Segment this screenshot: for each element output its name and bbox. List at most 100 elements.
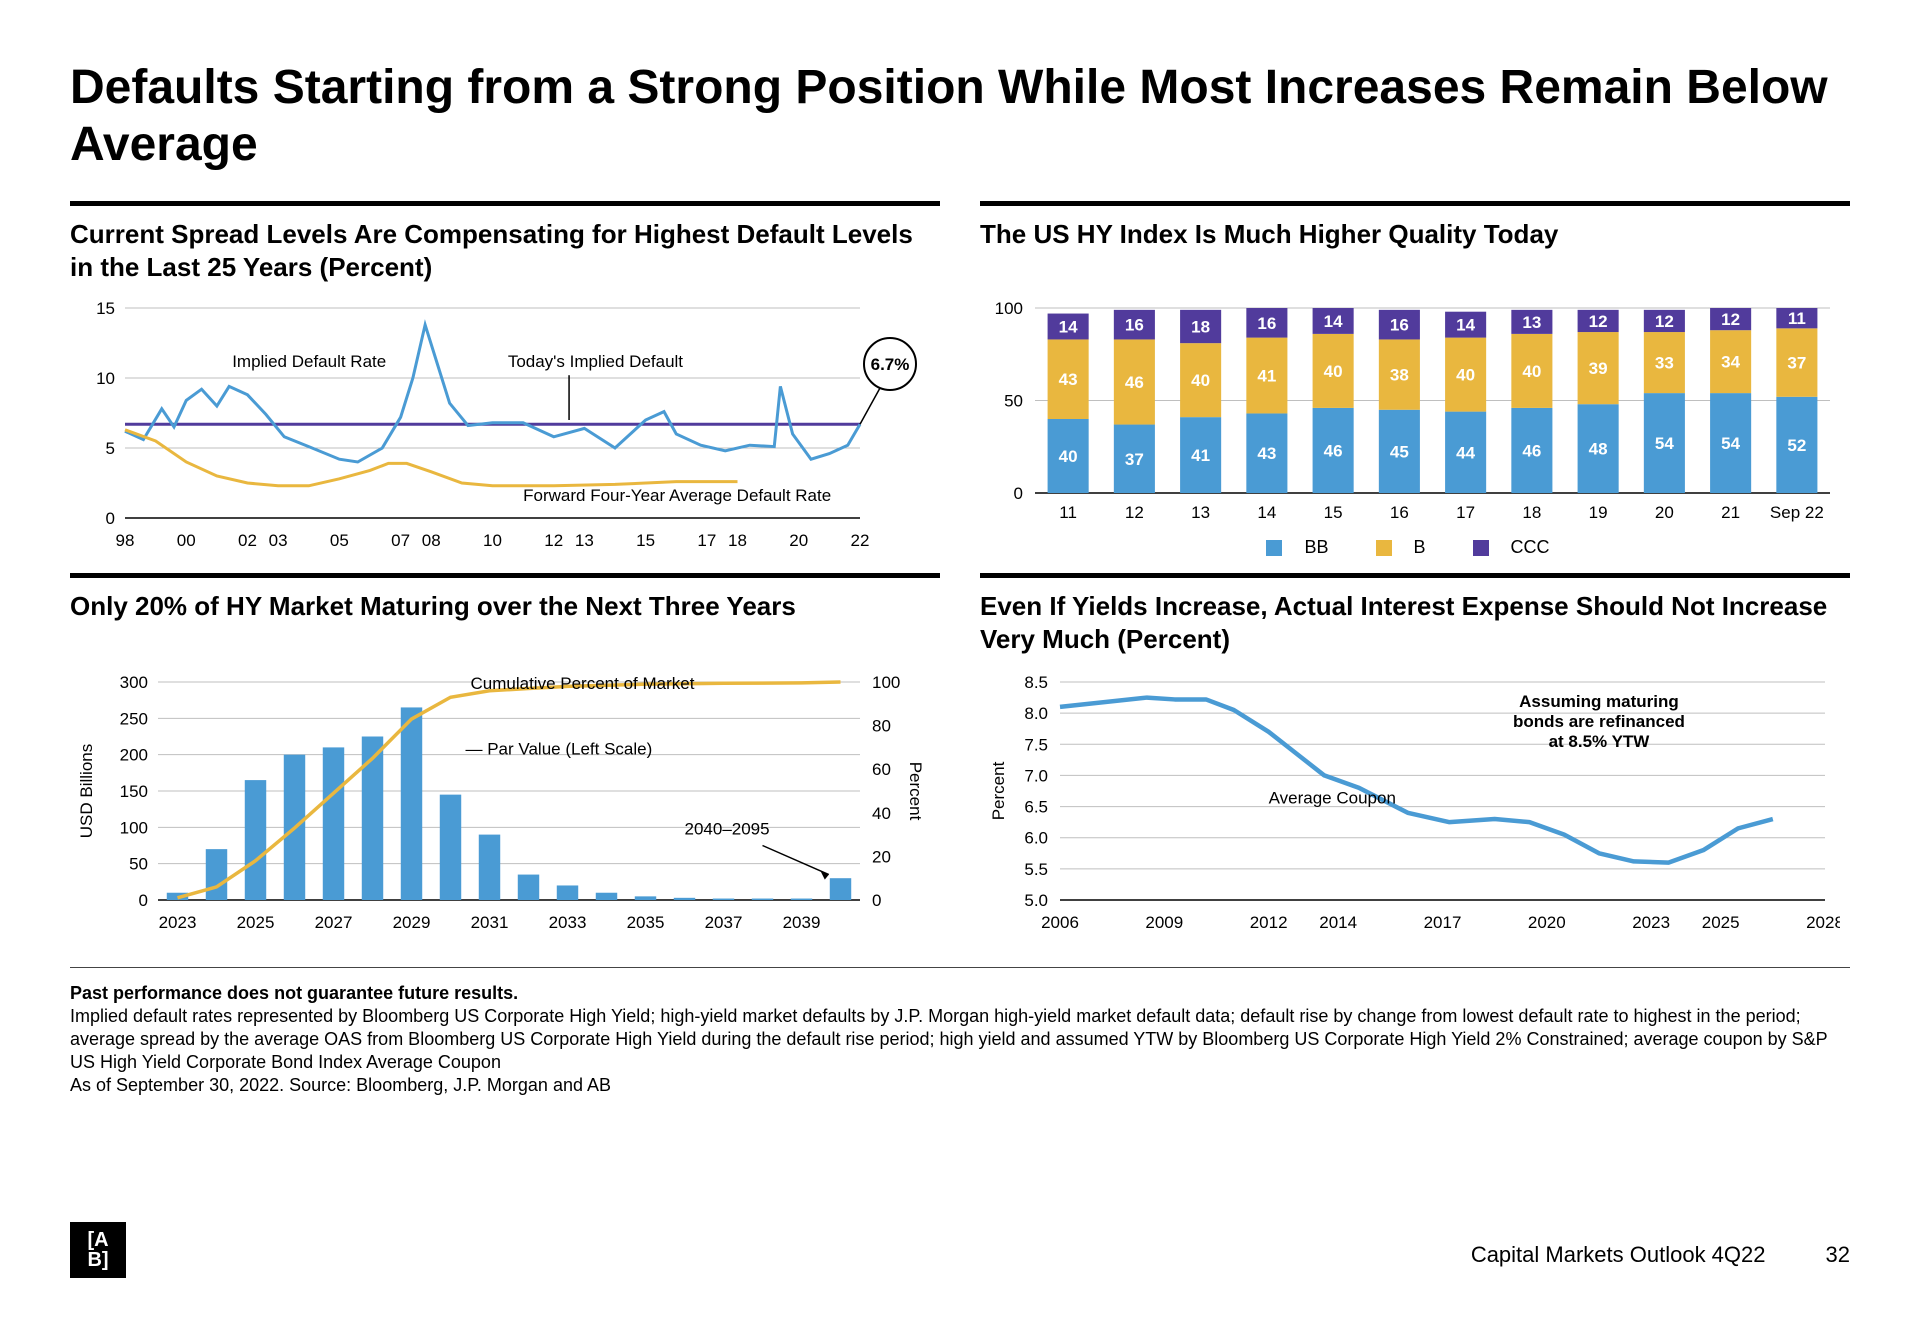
svg-text:11: 11 <box>1059 503 1077 522</box>
svg-text:2040–2095: 2040–2095 <box>685 820 770 839</box>
svg-text:18: 18 <box>1522 503 1541 522</box>
chart2-legend: BB B CCC <box>980 537 1850 561</box>
svg-text:7.5: 7.5 <box>1024 736 1048 755</box>
svg-text:12: 12 <box>1589 312 1608 331</box>
svg-text:46: 46 <box>1522 442 1541 461</box>
svg-text:7.0: 7.0 <box>1024 767 1048 786</box>
svg-text:18: 18 <box>728 531 747 550</box>
svg-text:98: 98 <box>116 531 135 550</box>
svg-text:2012: 2012 <box>1250 913 1288 932</box>
panel-spread-vs-default: Current Spread Levels Are Compensating f… <box>70 201 940 563</box>
disclaimer-line-1: As of September 30, 2022. Source: Bloomb… <box>70 1075 611 1095</box>
svg-text:41: 41 <box>1191 446 1210 465</box>
svg-text:at 8.5% YTW: at 8.5% YTW <box>1549 732 1651 751</box>
svg-text:14: 14 <box>1456 316 1475 335</box>
svg-text:2023: 2023 <box>159 913 197 932</box>
legend-ccc: CCC <box>1511 537 1550 558</box>
disclaimer-line-0: Implied default rates represented by Blo… <box>70 1006 1827 1072</box>
svg-text:14: 14 <box>1257 503 1276 522</box>
svg-text:60: 60 <box>872 760 891 779</box>
svg-text:20: 20 <box>789 531 808 550</box>
svg-text:12: 12 <box>1721 310 1740 329</box>
svg-text:0: 0 <box>872 891 881 910</box>
svg-text:33: 33 <box>1655 354 1674 373</box>
svg-text:16: 16 <box>1257 314 1276 333</box>
svg-text:11: 11 <box>1788 309 1806 328</box>
divider <box>980 201 1850 206</box>
chart3-svg: 0501001502002503000204060801002023202520… <box>70 670 930 940</box>
svg-text:100: 100 <box>995 299 1023 318</box>
svg-text:150: 150 <box>120 782 148 801</box>
svg-text:40: 40 <box>1191 371 1210 390</box>
svg-text:38: 38 <box>1390 366 1409 385</box>
svg-text:03: 03 <box>269 531 288 550</box>
svg-text:2023: 2023 <box>1632 913 1670 932</box>
svg-text:37: 37 <box>1125 450 1144 469</box>
svg-text:2025: 2025 <box>237 913 275 932</box>
svg-text:bonds are refinanced: bonds are refinanced <box>1513 712 1685 731</box>
svg-text:2033: 2033 <box>549 913 587 932</box>
svg-text:44: 44 <box>1456 444 1475 463</box>
svg-text:Sep 22: Sep 22 <box>1770 503 1824 522</box>
svg-text:48: 48 <box>1589 440 1608 459</box>
svg-text:2025: 2025 <box>1702 913 1740 932</box>
legend-b: B <box>1414 537 1426 558</box>
svg-text:13: 13 <box>575 531 594 550</box>
svg-text:Percent: Percent <box>906 762 925 821</box>
panel-maturity-wall: Only 20% of HY Market Maturing over the … <box>70 573 940 945</box>
svg-text:43: 43 <box>1059 370 1078 389</box>
svg-text:46: 46 <box>1324 442 1343 461</box>
svg-text:52: 52 <box>1787 436 1806 455</box>
svg-text:40: 40 <box>1059 447 1078 466</box>
divider <box>70 967 1850 968</box>
svg-text:16: 16 <box>1125 316 1144 335</box>
svg-text:08: 08 <box>422 531 441 550</box>
svg-text:39: 39 <box>1589 359 1608 378</box>
svg-text:300: 300 <box>120 673 148 692</box>
divider <box>70 573 940 578</box>
svg-text:Implied Default Rate: Implied Default Rate <box>232 352 386 371</box>
svg-text:12: 12 <box>1655 312 1674 331</box>
svg-text:6.5: 6.5 <box>1024 798 1048 817</box>
svg-text:2029: 2029 <box>393 913 431 932</box>
svg-text:15: 15 <box>1324 503 1343 522</box>
legend-bb: BB <box>1304 537 1328 558</box>
svg-text:200: 200 <box>120 746 148 765</box>
chart4-svg: 5.05.56.06.57.07.58.08.52006200920122014… <box>980 670 1840 940</box>
svg-text:80: 80 <box>872 717 891 736</box>
svg-text:37: 37 <box>1787 354 1806 373</box>
svg-text:17: 17 <box>697 531 716 550</box>
chart1-svg: 051015980002030507081012131517182022Impl… <box>70 298 930 558</box>
svg-text:41: 41 <box>1257 367 1276 386</box>
svg-text:2039: 2039 <box>783 913 821 932</box>
svg-text:07: 07 <box>391 531 410 550</box>
page-title: Defaults Starting from a Strong Position… <box>70 60 1850 173</box>
svg-text:50: 50 <box>1004 392 1023 411</box>
svg-text:250: 250 <box>120 710 148 729</box>
svg-text:20: 20 <box>872 848 891 867</box>
svg-text:2020: 2020 <box>1528 913 1566 932</box>
svg-text:40: 40 <box>1324 362 1343 381</box>
ab-logo: [AB] <box>70 1222 126 1278</box>
svg-text:2035: 2035 <box>627 913 665 932</box>
svg-text:10: 10 <box>96 369 115 388</box>
svg-text:2031: 2031 <box>471 913 509 932</box>
svg-text:15: 15 <box>636 531 655 550</box>
svg-text:0: 0 <box>1014 484 1023 503</box>
svg-text:43: 43 <box>1257 444 1276 463</box>
svg-text:Percent: Percent <box>989 762 1008 821</box>
chart2-svg: 0 50 100 40 43 14 11 37 46 16 12 41 40 18 13 43 41 16 14 46… <box>980 298 1840 528</box>
page-footer: Capital Markets Outlook 4Q22 32 <box>1471 1242 1850 1268</box>
svg-text:13: 13 <box>1191 503 1210 522</box>
svg-text:50: 50 <box>129 855 148 874</box>
svg-text:54: 54 <box>1721 434 1740 453</box>
chart2-title: The US HY Index Is Much Higher Quality T… <box>980 218 1850 284</box>
svg-text:2028: 2028 <box>1806 913 1840 932</box>
svg-text:— Par Value (Left Scale): — Par Value (Left Scale) <box>466 740 653 759</box>
svg-text:2027: 2027 <box>315 913 353 932</box>
svg-text:18: 18 <box>1191 318 1210 337</box>
svg-text:2009: 2009 <box>1145 913 1183 932</box>
svg-text:12: 12 <box>544 531 563 550</box>
svg-text:6.0: 6.0 <box>1024 829 1048 848</box>
svg-text:15: 15 <box>96 299 115 318</box>
